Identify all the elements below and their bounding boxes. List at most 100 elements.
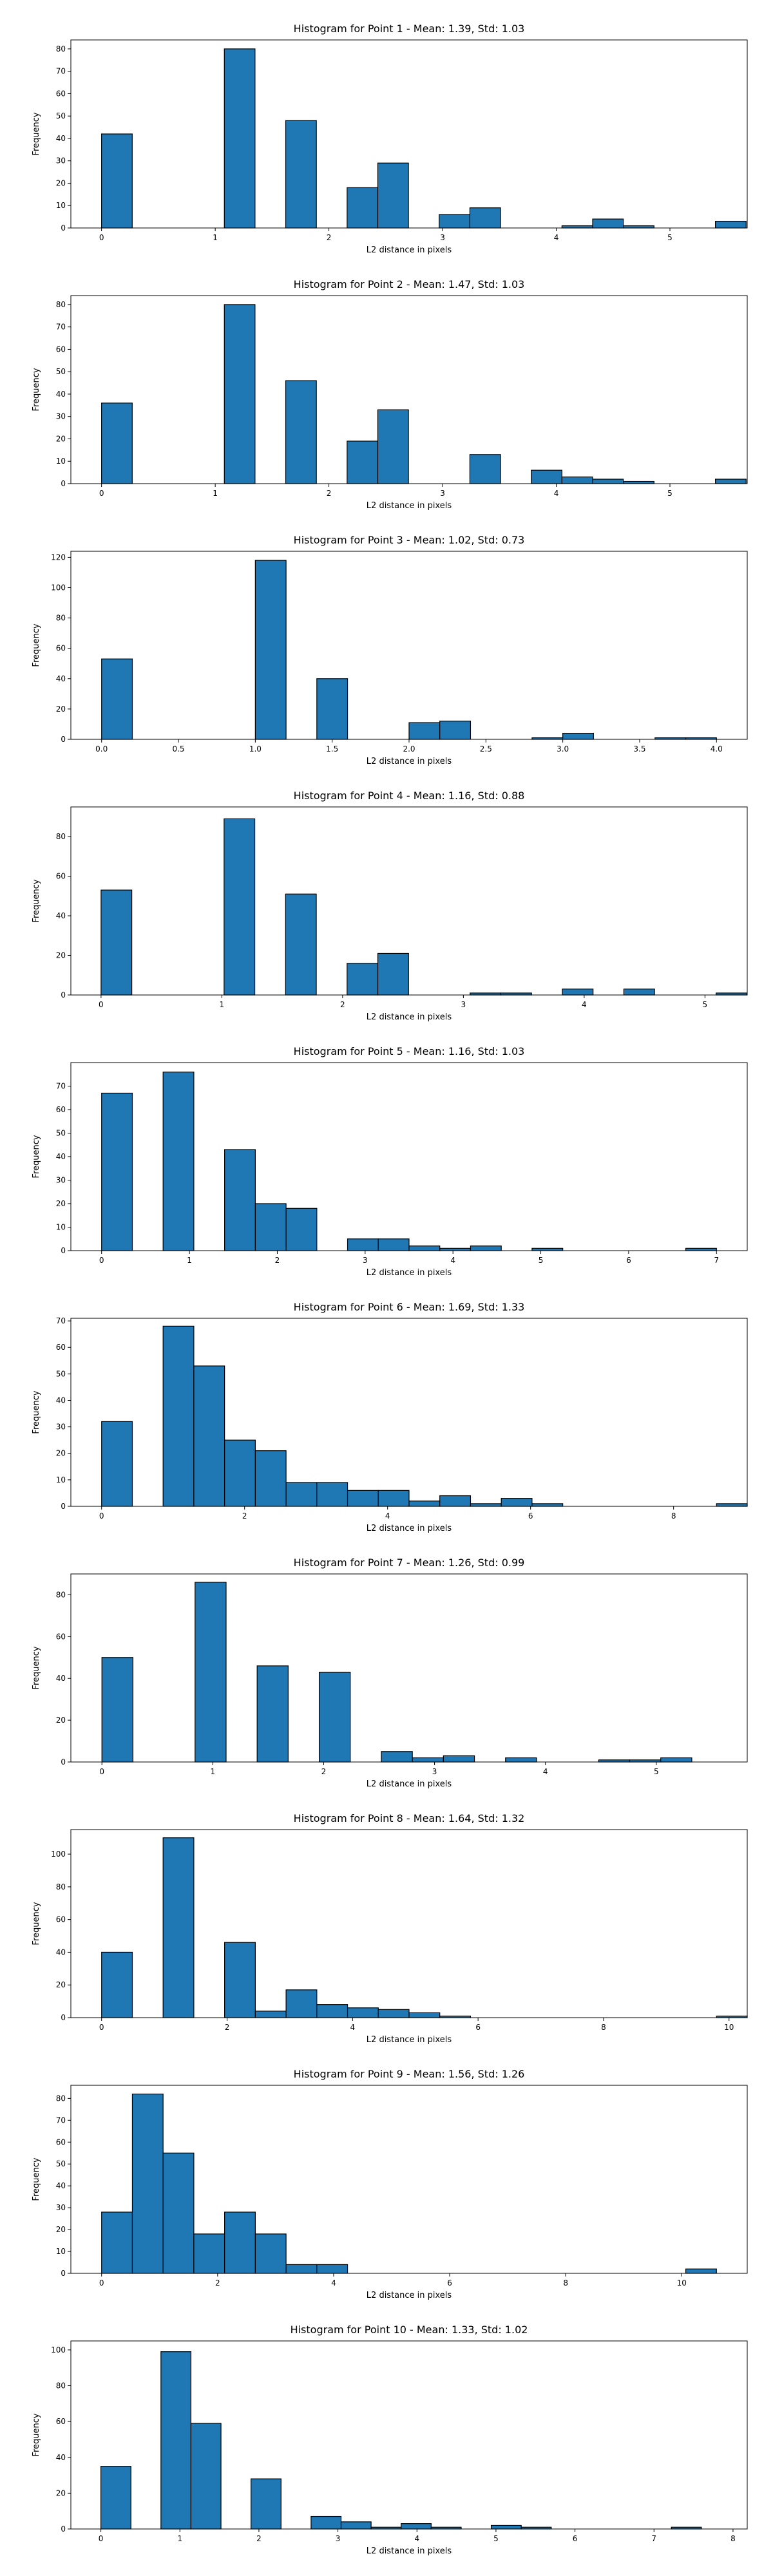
y-tick-label: 30 bbox=[56, 1423, 66, 1432]
chart-panel-6: Histogram for Point 6 - Mean: 1.69, Std:… bbox=[32, 1301, 748, 1533]
y-tick-label: 0 bbox=[61, 2269, 66, 2278]
histogram-bar bbox=[285, 2264, 318, 2274]
x-tick-label: 4 bbox=[450, 1256, 455, 1265]
histogram-bar bbox=[101, 1657, 133, 1763]
x-tick-label: 3 bbox=[440, 489, 445, 498]
histogram-bar bbox=[101, 658, 133, 740]
x-tick-label: 0.5 bbox=[172, 744, 184, 753]
y-tick-label: 120 bbox=[51, 553, 66, 562]
histogram-bar bbox=[100, 889, 133, 996]
y-tick-label: 40 bbox=[56, 1674, 66, 1683]
histogram-bar bbox=[162, 1837, 195, 2018]
chart-title: Histogram for Point 6 - Mean: 1.69, Std:… bbox=[294, 1301, 525, 1313]
histogram-bar bbox=[381, 1751, 413, 1763]
histogram-bar bbox=[224, 1149, 256, 1251]
x-tick-label: 7 bbox=[714, 1256, 719, 1265]
histogram-bar bbox=[439, 721, 472, 740]
histogram-bar bbox=[162, 1071, 195, 1251]
y-tick-label: 60 bbox=[56, 1632, 66, 1641]
y-tick-label: 80 bbox=[56, 832, 66, 841]
histogram-bar bbox=[562, 989, 594, 996]
x-tick-label: 4 bbox=[350, 2023, 356, 2032]
histogram-bar bbox=[347, 2007, 379, 2018]
histogram-bar bbox=[285, 120, 317, 229]
x-tick-label: 5 bbox=[667, 489, 673, 498]
y-tick-label: 70 bbox=[56, 2116, 66, 2125]
chart-title: Histogram for Point 4 - Mean: 1.16, Std:… bbox=[294, 790, 525, 802]
y-tick-label: 20 bbox=[56, 1199, 66, 1208]
y-tick-label: 100 bbox=[51, 583, 66, 592]
histogram-bar bbox=[439, 1495, 472, 1507]
y-tick-label: 80 bbox=[56, 614, 66, 623]
histogram-bar bbox=[531, 1247, 564, 1251]
plot-frame bbox=[70, 2340, 748, 2530]
y-tick-label: 40 bbox=[56, 390, 66, 399]
plot-frame bbox=[70, 806, 748, 996]
y-tick-label: 20 bbox=[56, 951, 66, 960]
x-tick-label: 1 bbox=[220, 1000, 225, 1009]
x-tick-label: 2.5 bbox=[480, 744, 492, 753]
x-tick-label: 3 bbox=[432, 1767, 437, 1776]
x-tick-label: 7 bbox=[651, 2534, 656, 2543]
y-tick-label: 20 bbox=[56, 1716, 66, 1725]
histogram-bar bbox=[254, 560, 287, 740]
histogram-bar bbox=[714, 220, 747, 229]
y-axis-label: Frequency bbox=[32, 1390, 41, 1434]
y-tick-label: 80 bbox=[56, 2382, 66, 2391]
y-tick-label: 80 bbox=[56, 44, 66, 53]
y-tick-label: 80 bbox=[56, 1882, 66, 1891]
y-tick-label: 20 bbox=[56, 178, 66, 187]
x-tick-label: 2 bbox=[321, 1767, 327, 1776]
y-tick-label: 50 bbox=[56, 2159, 66, 2168]
x-tick-label: 3 bbox=[363, 1256, 368, 1265]
histogram-bar bbox=[285, 1482, 318, 1507]
y-tick-label: 60 bbox=[56, 872, 66, 881]
histogram-bar bbox=[469, 207, 501, 229]
histogram-bar bbox=[224, 1439, 256, 1507]
histogram-bar bbox=[101, 1421, 133, 1507]
x-tick-label: 4 bbox=[582, 1000, 587, 1009]
histogram-bar bbox=[685, 2268, 717, 2274]
x-tick-label: 4 bbox=[385, 1511, 390, 1520]
x-axis-label: L2 distance in pixels bbox=[367, 2546, 452, 2556]
x-axis-label: L2 distance in pixels bbox=[367, 2291, 452, 2300]
x-tick-label: 8 bbox=[601, 2023, 606, 2032]
chart-panel-4: Histogram for Point 4 - Mean: 1.16, Std:… bbox=[32, 790, 748, 1022]
y-axis-label: Frequency bbox=[32, 1135, 41, 1178]
histogram-bar bbox=[285, 380, 317, 484]
x-tick-label: 3 bbox=[440, 233, 445, 242]
histogram-bar bbox=[285, 1989, 318, 2018]
y-tick-label: 70 bbox=[56, 67, 66, 76]
x-tick-label: 2 bbox=[327, 233, 332, 242]
histogram-bar bbox=[251, 2478, 282, 2530]
histogram-bar bbox=[316, 2264, 348, 2274]
y-tick-label: 60 bbox=[56, 345, 66, 354]
histogram-bar bbox=[592, 478, 624, 484]
chart-panel-5: Histogram for Point 5 - Mean: 1.16, Std:… bbox=[32, 1045, 748, 1278]
y-tick-label: 30 bbox=[56, 2203, 66, 2212]
histogram-bar bbox=[531, 1503, 564, 1507]
histogram-bar bbox=[685, 1247, 717, 1251]
y-tick-label: 0 bbox=[61, 479, 66, 488]
y-axis-label: Frequency bbox=[32, 2413, 41, 2456]
histogram-bar bbox=[470, 1503, 502, 1507]
x-tick-label: 1 bbox=[211, 1767, 216, 1776]
x-axis-label: L2 distance in pixels bbox=[367, 2035, 452, 2045]
histogram-bar bbox=[443, 1755, 475, 1763]
y-tick-label: 50 bbox=[56, 1129, 66, 1138]
x-tick-label: 4 bbox=[543, 1767, 548, 1776]
plot-frame bbox=[70, 1318, 748, 1507]
x-tick-label: 0 bbox=[99, 233, 104, 242]
x-tick-label: 3 bbox=[336, 2534, 341, 2543]
histogram-bar bbox=[254, 2011, 287, 2018]
x-tick-label: 3.5 bbox=[633, 744, 645, 753]
histogram-bar bbox=[256, 1665, 289, 1763]
chart-panel-2: Histogram for Point 2 - Mean: 1.47, Std:… bbox=[32, 278, 748, 511]
x-tick-label: 4 bbox=[331, 2278, 336, 2287]
x-tick-label: 4 bbox=[554, 233, 559, 242]
histogram-bar bbox=[561, 225, 593, 229]
histogram-bar bbox=[316, 2004, 348, 2018]
histogram-bar bbox=[101, 2211, 133, 2274]
